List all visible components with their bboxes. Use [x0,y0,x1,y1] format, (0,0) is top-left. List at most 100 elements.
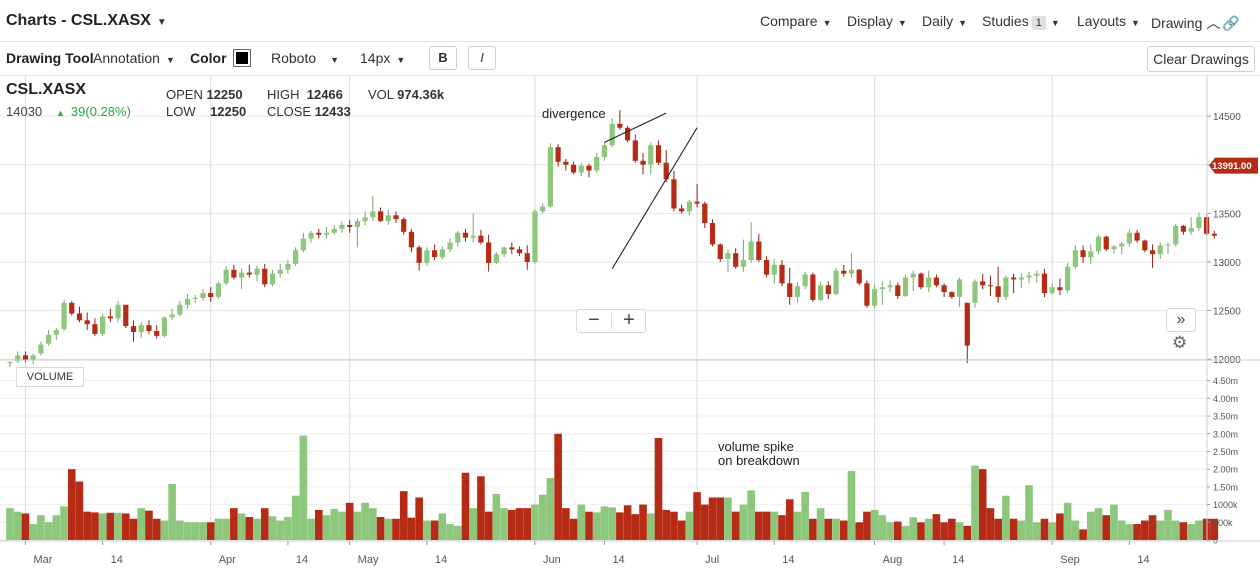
candle-body [370,211,376,218]
candle-body [686,201,692,212]
volume-tick-label: 2.00m [1213,465,1238,475]
volume-bar [785,499,794,540]
candle-body [872,289,878,306]
chart-title-menu[interactable]: Charts - CSL.XASX ▼ [6,12,167,30]
volume-bar [152,518,161,540]
candle-body [61,302,67,330]
low-value: 12250 [210,104,247,119]
volume-bar [1102,515,1111,540]
candle-body [709,223,716,245]
drawing-tool-value: Annotation [93,50,160,66]
display-menu[interactable]: Display ▼ [847,13,907,29]
volume-bar [315,509,323,540]
volume-bar [1171,520,1180,540]
drawing-toolbar [0,42,1260,76]
high-field: HIGH 12466 [267,87,343,102]
volume-bar [168,484,176,540]
candle-body [895,285,901,296]
drawing-tool-select[interactable]: Annotation ▼ [93,50,175,66]
trendline [604,112,667,143]
expand-panel-button[interactable]: » [1166,308,1196,332]
volume-bar [384,518,393,540]
candle-body [493,254,499,263]
candle-body [655,145,662,163]
candle-body [756,241,762,261]
symbol-label: CSL.XASX [6,81,87,98]
volume-bar [731,511,740,540]
candle-body [733,253,739,267]
zoom-in-button[interactable]: + [623,309,635,331]
candle-body [100,316,106,334]
compare-menu[interactable]: Compare ▼ [760,13,832,29]
italic-button[interactable]: I [468,46,496,70]
color-swatch[interactable] [233,49,251,67]
volume-bar [91,512,99,540]
volume-spike-annotation-line2: on breakdown [718,453,800,468]
date-tick-label: 14 [782,554,794,566]
volume-bar [1071,520,1080,540]
studies-menu[interactable]: Studies 1 ▼ [982,13,1060,30]
volume-bar [577,504,586,540]
candle-body [771,264,777,275]
candle-body [1018,277,1024,280]
candle-body [748,241,754,261]
candle-body [1149,250,1156,255]
volume-tick-label: 3.50m [1213,412,1238,422]
candle-body [22,355,29,361]
volume-bar [562,508,570,540]
low-label: LOW [166,104,196,119]
studies-label: Studies [982,13,1029,29]
volume-bar [770,511,779,540]
zoom-out-button[interactable]: − [588,309,600,331]
candle-body [92,324,98,334]
date-tick-label: 14 [111,554,123,566]
volume-bar [701,504,709,540]
font-size-select[interactable]: 14px ▼ [360,50,405,66]
candle-body [76,313,83,321]
volume-bar [538,494,547,540]
volume-bar [230,508,238,540]
volume-bar [631,514,640,540]
link-icon[interactable]: 🔗 [1222,15,1240,31]
volume-bar [585,511,593,540]
candle-body [740,260,746,267]
candle-body [671,179,677,209]
candle-body [424,250,430,263]
periodicity-menu[interactable]: Daily ▼ [922,13,967,29]
gear-icon[interactable]: ⚙ [1172,333,1188,352]
volume-bar [1040,518,1049,540]
bold-button[interactable]: B [429,46,457,70]
candle-body [941,285,947,293]
candle-body [470,235,476,238]
candle-body [586,165,592,171]
candle-body [362,217,368,222]
font-select[interactable]: Roboto ▼ [271,50,339,66]
candle-body [223,269,229,284]
volume-bar [83,511,91,540]
price-chart[interactable]: 12000125001300013500145000500k1000k1.50m… [0,76,1260,576]
clear-drawings-button[interactable]: Clear Drawings [1147,46,1255,72]
candle-body [231,269,237,278]
volume-bar [940,522,948,540]
trendline [611,127,698,270]
candle-body [215,283,222,297]
drawing-menu[interactable]: Drawing ︿ 🔗 [1151,13,1240,33]
volume-bar [206,522,215,540]
volume-bar [361,502,369,540]
volume-bar [461,472,470,540]
volume-bar [716,497,725,540]
candle-body [956,279,963,297]
volume-bar [307,518,315,540]
date-tick-label: Jun [543,554,561,566]
close-label: CLOSE [267,104,312,119]
layouts-menu[interactable]: Layouts ▼ [1077,13,1140,29]
candle-body [239,272,245,278]
candle-body [432,250,438,258]
volume-bar [531,504,539,540]
candle-body [84,320,90,325]
candle-body [115,304,121,319]
volume-panel-label: VOLUME [16,367,84,387]
candle-body [323,232,330,235]
chevron-down-icon: ▼ [897,18,907,28]
drawing-tool-label: Drawing Tool [6,50,94,66]
